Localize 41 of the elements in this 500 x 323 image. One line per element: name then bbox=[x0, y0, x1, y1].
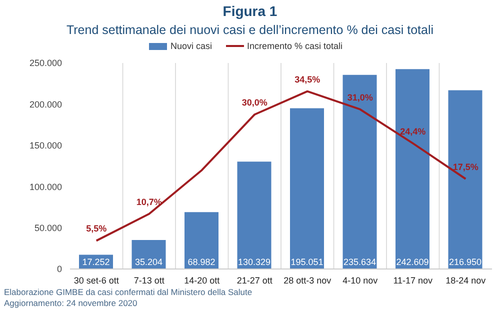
legend-label: Incremento % casi totali bbox=[246, 41, 343, 51]
y-tick-label: 100.000 bbox=[29, 182, 62, 192]
x-tick-label: 7-13 ott bbox=[134, 275, 165, 286]
data-label: 30,0% bbox=[242, 98, 268, 108]
bar bbox=[290, 108, 324, 269]
data-label: 17,5% bbox=[452, 162, 478, 172]
legend-label: Nuovi casi bbox=[169, 41, 212, 51]
data-label: 216.950 bbox=[448, 257, 482, 267]
y-tick-label: 0 bbox=[56, 264, 62, 274]
x-tick-label: 21-27 ott bbox=[236, 275, 273, 286]
y-tick-label: 150.000 bbox=[29, 140, 62, 151]
data-label: 31,0% bbox=[347, 92, 373, 102]
x-tick-label: 14-20 ott bbox=[184, 275, 220, 286]
data-label: 130.329 bbox=[238, 257, 271, 267]
bar bbox=[396, 69, 430, 269]
text: Aggiornamento: 24 novembre 2020 bbox=[4, 298, 138, 309]
x-tick-label: 30 set-6 ott bbox=[74, 275, 120, 286]
data-label: 195.051 bbox=[290, 257, 324, 267]
data-label: 5,5% bbox=[86, 224, 107, 234]
chart-title: Figura 1 bbox=[222, 3, 278, 19]
data-label: 235.634 bbox=[343, 257, 376, 267]
y-tick-label: 200.000 bbox=[29, 99, 62, 110]
bar bbox=[448, 90, 482, 269]
x-tick-label: 4-10 nov bbox=[342, 275, 378, 286]
data-label: 10,7% bbox=[136, 196, 162, 207]
data-label: 24,4% bbox=[400, 126, 426, 136]
x-tick-label: 11-17 nov bbox=[393, 275, 434, 286]
x-tick-label: 28 ott-3 nov bbox=[284, 275, 332, 286]
bar bbox=[342, 74, 377, 269]
bar bbox=[237, 162, 272, 269]
y-tick-label: 250.000 bbox=[29, 58, 62, 68]
data-label: 34,5% bbox=[294, 74, 320, 84]
chart-subtitle: Trend settimanale dei nuovi casi e dell’incremento % dei casi totali bbox=[65, 23, 435, 37]
bar bbox=[184, 212, 218, 269]
x-tick-label: 18-24 nov bbox=[446, 275, 486, 286]
y-tick-label: 50.000 bbox=[34, 222, 62, 233]
text: Elaborazione GIMBE da casi confermati dal Ministero della Salute bbox=[4, 287, 254, 298]
data-label: 17.252 bbox=[82, 257, 110, 267]
data-label: 68.982 bbox=[188, 257, 216, 267]
data-label: 242.609 bbox=[396, 257, 429, 267]
data-label: 35.204 bbox=[134, 257, 163, 267]
